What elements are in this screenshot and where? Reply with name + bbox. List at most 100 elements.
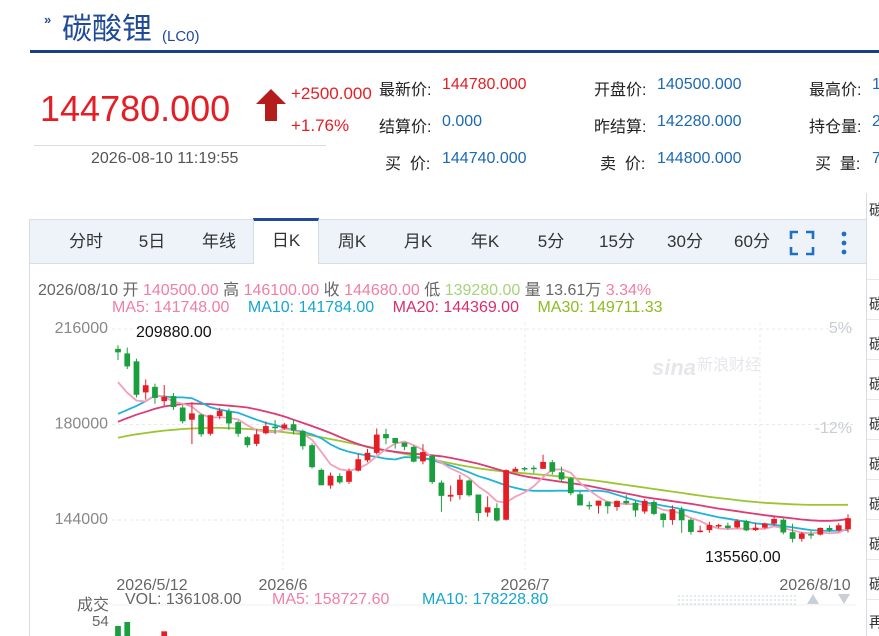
- scroll-down-icon[interactable]: [837, 592, 851, 610]
- open-interest-label: 持仓量:: [809, 119, 862, 136]
- tab-30min[interactable]: 30分: [667, 232, 703, 251]
- sidebar-item[interactable]: 碳: [869, 336, 879, 353]
- pct-tick-label: -12%: [815, 420, 852, 437]
- watermark-brand: 新浪财经: [697, 355, 761, 374]
- candle-body: [845, 518, 851, 530]
- period-tabbar: 分时 5日 年线 日K 周K 月K 年K 5分 15分 30分 60分: [30, 218, 866, 264]
- candle-body: [798, 533, 805, 539]
- candle-body: [216, 410, 223, 417]
- y-tick-label: 144000: [55, 511, 108, 528]
- sidebar-item[interactable]: 碳: [869, 576, 879, 593]
- more-menu-icon[interactable]: [830, 220, 858, 264]
- volume-ma5: MA5: 158727.60: [272, 591, 390, 608]
- volume-value: VOL: 136108.00: [125, 591, 242, 608]
- candle-body: [327, 475, 334, 486]
- sidebar-item[interactable]: 碳: [869, 202, 879, 219]
- candle-body: [512, 468, 519, 472]
- open-price-label: 开盘价:: [594, 82, 647, 99]
- candle-body: [475, 494, 482, 514]
- sidebar-item[interactable]: 碳: [869, 456, 879, 473]
- sidebar-item[interactable]: 碳: [869, 376, 879, 393]
- watermark: sina 新浪财经: [652, 355, 761, 380]
- candle-body: [447, 494, 454, 497]
- open-label: 开: [122, 282, 139, 299]
- sidebar-item[interactable]: 碳: [869, 416, 879, 433]
- candle-body: [540, 461, 546, 469]
- low-label: 低: [424, 282, 441, 299]
- tab-5day[interactable]: 5日: [138, 232, 166, 251]
- candle-body: [761, 523, 768, 528]
- candle-body: [253, 434, 260, 444]
- ohlc-low: 139280.00: [444, 282, 521, 299]
- candle-body: [503, 470, 509, 520]
- tab-5min[interactable]: 5分: [537, 232, 565, 251]
- vol-label: 量: [524, 282, 541, 299]
- candle-body: [817, 527, 824, 535]
- range-scrollbar[interactable]: [678, 594, 798, 607]
- contract-code: (LC0): [162, 28, 200, 45]
- candle-body: [752, 527, 759, 531]
- ma30-legend: MA30: 149711.33: [537, 299, 663, 316]
- tab-15min[interactable]: 15分: [599, 232, 635, 251]
- tab-60min[interactable]: 60分: [734, 232, 770, 251]
- candle-body: [383, 434, 389, 439]
- candle-body: [142, 385, 149, 393]
- tab-daily-k[interactable]: 日K: [253, 218, 319, 264]
- fullscreen-icon[interactable]: [785, 220, 819, 264]
- tab-intraday[interactable]: 分时: [69, 232, 103, 251]
- open-interest-value: 2: [872, 113, 879, 130]
- candle-body: [235, 422, 241, 434]
- latest-price-label: 最新价:: [379, 82, 432, 99]
- sidebar-item[interactable]: 碳: [869, 296, 879, 313]
- candle-body: [789, 532, 796, 539]
- candle-body: [493, 508, 500, 521]
- candle-body: [152, 386, 158, 398]
- candle-body: [244, 437, 251, 446]
- latest-price-value: 144780.000: [442, 76, 527, 93]
- bid-price-value: 144740.000: [442, 150, 527, 167]
- candle-body: [457, 479, 463, 496]
- tab-yearline[interactable]: 年线: [202, 232, 236, 251]
- candle-body: [429, 455, 436, 483]
- volume-bar: [161, 631, 168, 636]
- ohlc-close: 144680.00: [344, 282, 420, 299]
- candle-body: [299, 430, 306, 447]
- prev-settle-label: 昨结算:: [594, 119, 647, 136]
- candle-body: [115, 348, 121, 353]
- candle-body: [355, 459, 362, 471]
- candle-body: [586, 504, 593, 507]
- candle-body: [604, 501, 611, 507]
- min-price-label: 135560.00: [705, 549, 781, 566]
- candle-body: [669, 509, 676, 520]
- volume-bar: [115, 626, 121, 636]
- price-change-pct: +1.76%: [291, 116, 350, 135]
- scroll-up-icon[interactable]: [806, 592, 820, 610]
- candle-body: [309, 445, 315, 468]
- tab-weekly-k[interactable]: 周K: [337, 232, 367, 251]
- sidebar-item[interactable]: 再: [869, 614, 879, 631]
- y-tick-label: 216000: [55, 320, 108, 337]
- candle-body: [623, 500, 630, 504]
- candle-body: [826, 527, 833, 531]
- candle-body: [484, 507, 491, 513]
- prev-settle-value: 142280.000: [657, 113, 742, 130]
- related-contracts-sidebar: 碳 碳 碳 碳 碳 碳 碳 碳 碳 再: [866, 193, 879, 636]
- sidebar-item[interactable]: 碳: [869, 496, 879, 513]
- candle-body: [660, 513, 667, 520]
- candle-body: [170, 396, 177, 407]
- candle-body: [595, 500, 602, 506]
- page-title: 碳酸锂: [62, 12, 152, 47]
- candle-body: [161, 396, 168, 402]
- ohlc-high: 146100.00: [243, 282, 320, 299]
- candle-body: [558, 472, 565, 480]
- ma5-line: [117, 381, 849, 535]
- volume-title: 成交: [77, 597, 110, 614]
- sidebar-item[interactable]: 碳: [869, 536, 879, 553]
- candle-body: [272, 426, 278, 429]
- tab-monthly-k[interactable]: 月K: [403, 232, 433, 251]
- ohlc-open: 140500.00: [143, 282, 219, 299]
- candle-body: [373, 434, 380, 453]
- tab-yearly-k[interactable]: 年K: [470, 232, 500, 251]
- candle-body: [179, 407, 186, 422]
